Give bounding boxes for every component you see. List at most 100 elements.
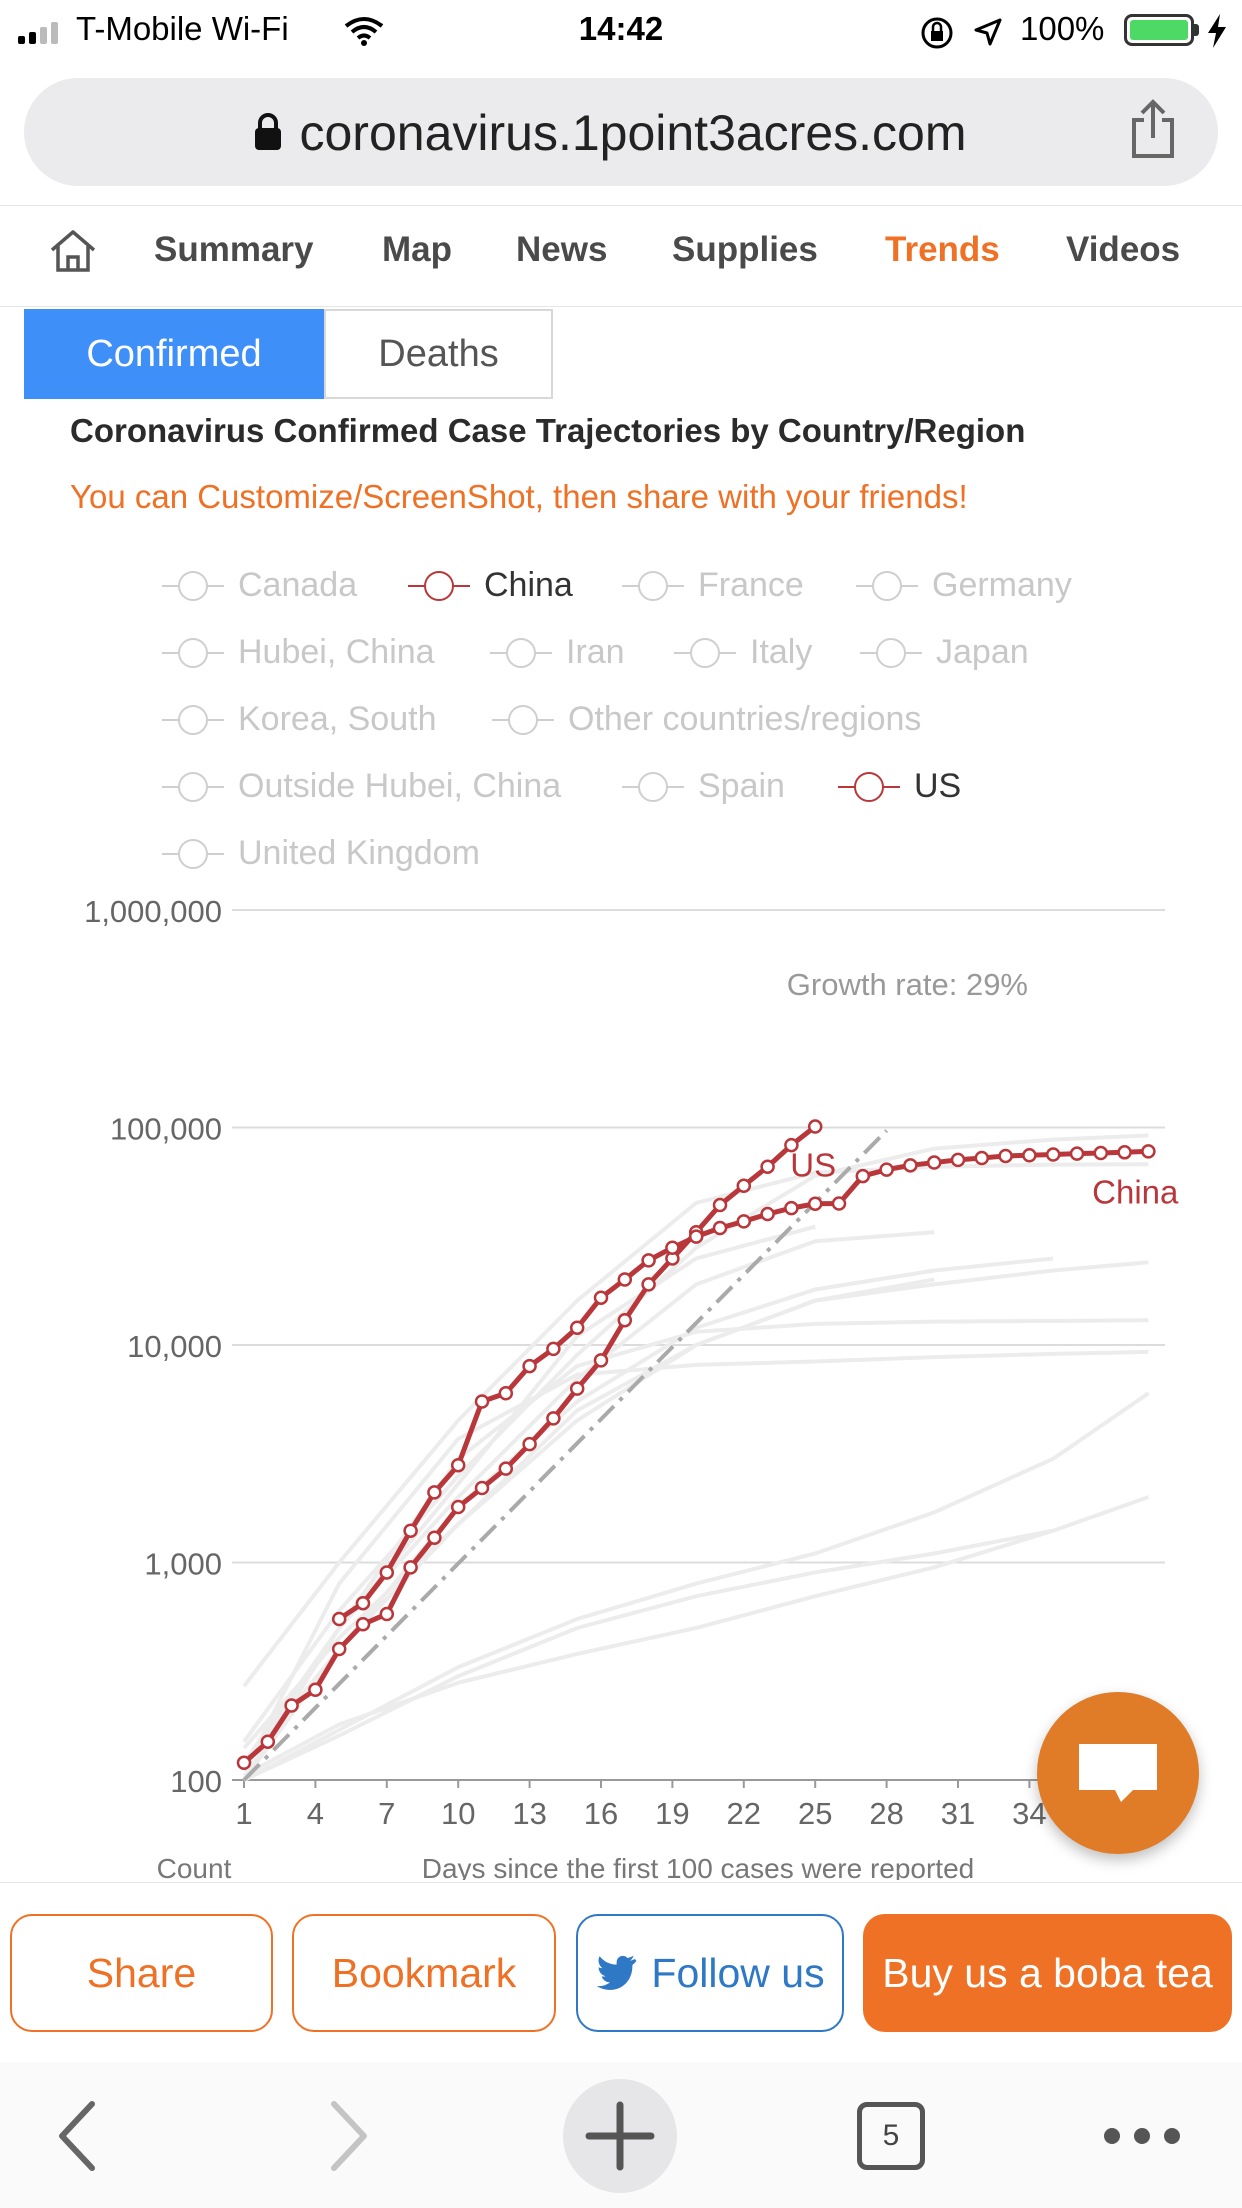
signal-icon xyxy=(18,22,66,44)
clock-time: 14:42 xyxy=(578,10,664,47)
series-line-italy xyxy=(242,1133,1149,1743)
data-point-us xyxy=(236,1755,252,1771)
data-point-china xyxy=(784,1200,799,1216)
data-point-china xyxy=(1045,1147,1061,1162)
x-tick-label: 10 xyxy=(441,1796,475,1831)
data-point-china xyxy=(1069,1146,1085,1161)
back-arrow-icon[interactable] xyxy=(56,2100,100,2172)
nav-videos[interactable]: Videos xyxy=(1066,230,1181,269)
nav-summary[interactable]: Summary xyxy=(154,230,314,269)
nav-news[interactable]: News xyxy=(516,230,608,269)
x-tick-label: 1 xyxy=(235,1796,252,1831)
data-point-us xyxy=(498,1461,514,1476)
tab-count: 5 xyxy=(882,2119,900,2152)
legend-item-canada[interactable]: Canada xyxy=(162,566,357,605)
data-point-us xyxy=(617,1312,633,1328)
tab-confirmed[interactable]: Confirmed xyxy=(24,309,324,399)
legend-item-france[interactable]: France xyxy=(622,566,804,605)
forward-arrow-icon[interactable] xyxy=(326,2100,370,2172)
battery-tip xyxy=(1194,24,1199,36)
home-icon[interactable] xyxy=(48,228,98,274)
data-point-china xyxy=(1022,1148,1037,1163)
legend-item-iran[interactable]: Iran xyxy=(490,633,625,672)
data-point-china xyxy=(569,1320,585,1336)
legend-item-korea[interactable]: Korea, South xyxy=(162,700,436,739)
data-point-us xyxy=(784,1137,799,1153)
bookmark-button[interactable]: Bookmark xyxy=(292,1914,556,2032)
tab-deaths[interactable]: Deaths xyxy=(324,309,553,399)
x-tick-label: 22 xyxy=(727,1796,761,1831)
legend-item-spain[interactable]: Spain xyxy=(622,767,785,806)
location-arrow-icon xyxy=(974,18,1002,46)
legend-item-us[interactable]: US xyxy=(838,767,961,806)
new-tab-button[interactable] xyxy=(563,2079,677,2193)
data-point-us xyxy=(807,1119,823,1134)
data-point-china xyxy=(855,1168,871,1184)
data-point-china xyxy=(331,1611,347,1627)
data-point-us xyxy=(427,1530,442,1545)
data-point-china xyxy=(665,1240,680,1255)
series-line-spain xyxy=(242,1224,816,1773)
legend-item-outside-hubei[interactable]: Outside Hubei, China xyxy=(162,767,561,806)
data-point-china xyxy=(1117,1145,1132,1160)
data-point-us xyxy=(641,1277,656,1292)
series-line-other-countries-regions xyxy=(243,1528,1054,1782)
share-icon[interactable] xyxy=(1128,98,1178,160)
charging-bolt-icon xyxy=(1208,14,1226,48)
legend-item-italy[interactable]: Italy xyxy=(674,633,812,672)
follow-button[interactable]: Follow us xyxy=(576,1914,844,2032)
trajectory-chart: 100 1,000 10,000 100,000 1,000,000 1 4 7 10 13 16 1… xyxy=(84,894,1179,1880)
lock-icon xyxy=(255,113,281,150)
x-tick-label: 28 xyxy=(869,1796,903,1831)
data-point-china xyxy=(593,1290,609,1305)
nav-supplies[interactable]: Supplies xyxy=(672,230,818,269)
carrier-label: T-Mobile Wi-Fi xyxy=(76,10,289,47)
boba-tea-button[interactable]: Buy us a boba tea xyxy=(863,1914,1232,2032)
series-line-iran xyxy=(242,1260,1149,1750)
legend-item-germany[interactable]: Germany xyxy=(856,566,1072,605)
x-tick-label: 13 xyxy=(512,1796,546,1831)
legend-item-hubei[interactable]: Hubei, China xyxy=(162,633,435,672)
data-point-china xyxy=(736,1214,752,1229)
data-point-us xyxy=(593,1353,609,1368)
more-icon[interactable] xyxy=(1100,2124,1184,2148)
data-point-china xyxy=(498,1386,514,1401)
legend-item-other[interactable]: Other countries/regions xyxy=(492,700,921,739)
x-axis-label: Days since the first 100 cases were repo… xyxy=(422,1853,974,1880)
y-tick-label: 100 xyxy=(170,1764,222,1799)
nav-trends[interactable]: Trends xyxy=(885,230,1000,269)
nav-map[interactable]: Map xyxy=(382,230,452,269)
site-nav xyxy=(0,205,1242,307)
data-point-china xyxy=(355,1595,371,1611)
data-point-china xyxy=(879,1162,894,1177)
data-point-china xyxy=(903,1158,918,1173)
legend-item-japan[interactable]: Japan xyxy=(860,633,1029,672)
tabs-button[interactable]: 5 xyxy=(857,2102,925,2170)
series-label-us: US xyxy=(790,1147,836,1184)
y-tick-label: 10,000 xyxy=(127,1329,222,1364)
address-bar[interactable] xyxy=(24,78,1218,186)
data-point-china xyxy=(926,1155,942,1170)
chat-icon xyxy=(1079,1744,1157,1802)
battery-percent: 100% xyxy=(1020,10,1105,47)
data-point-us xyxy=(284,1698,299,1713)
share-button[interactable]: Share xyxy=(10,1914,273,2032)
growth-rate-line xyxy=(242,1129,889,1782)
data-point-china xyxy=(998,1148,1013,1164)
follow-label: Follow us xyxy=(651,1949,825,1996)
series-line-united-kingdom xyxy=(242,1277,935,1769)
rotation-lock-icon xyxy=(921,17,953,49)
data-point-china xyxy=(617,1272,633,1287)
data-point-us xyxy=(450,1499,466,1515)
growth-rate-label: Growth rate: 29% xyxy=(787,967,1028,1002)
legend-item-china[interactable]: China xyxy=(408,566,573,605)
data-point-china xyxy=(546,1341,561,1357)
series-label-china: China xyxy=(1092,1173,1179,1210)
data-point-us xyxy=(736,1178,752,1193)
feedback-button[interactable] xyxy=(1037,1692,1199,1854)
data-point-china xyxy=(522,1358,537,1374)
y-axis-label: Count xyxy=(157,1853,232,1880)
wifi-icon xyxy=(344,17,384,46)
legend-item-uk[interactable]: United Kingdom xyxy=(162,834,480,873)
data-point-china xyxy=(688,1229,704,1244)
